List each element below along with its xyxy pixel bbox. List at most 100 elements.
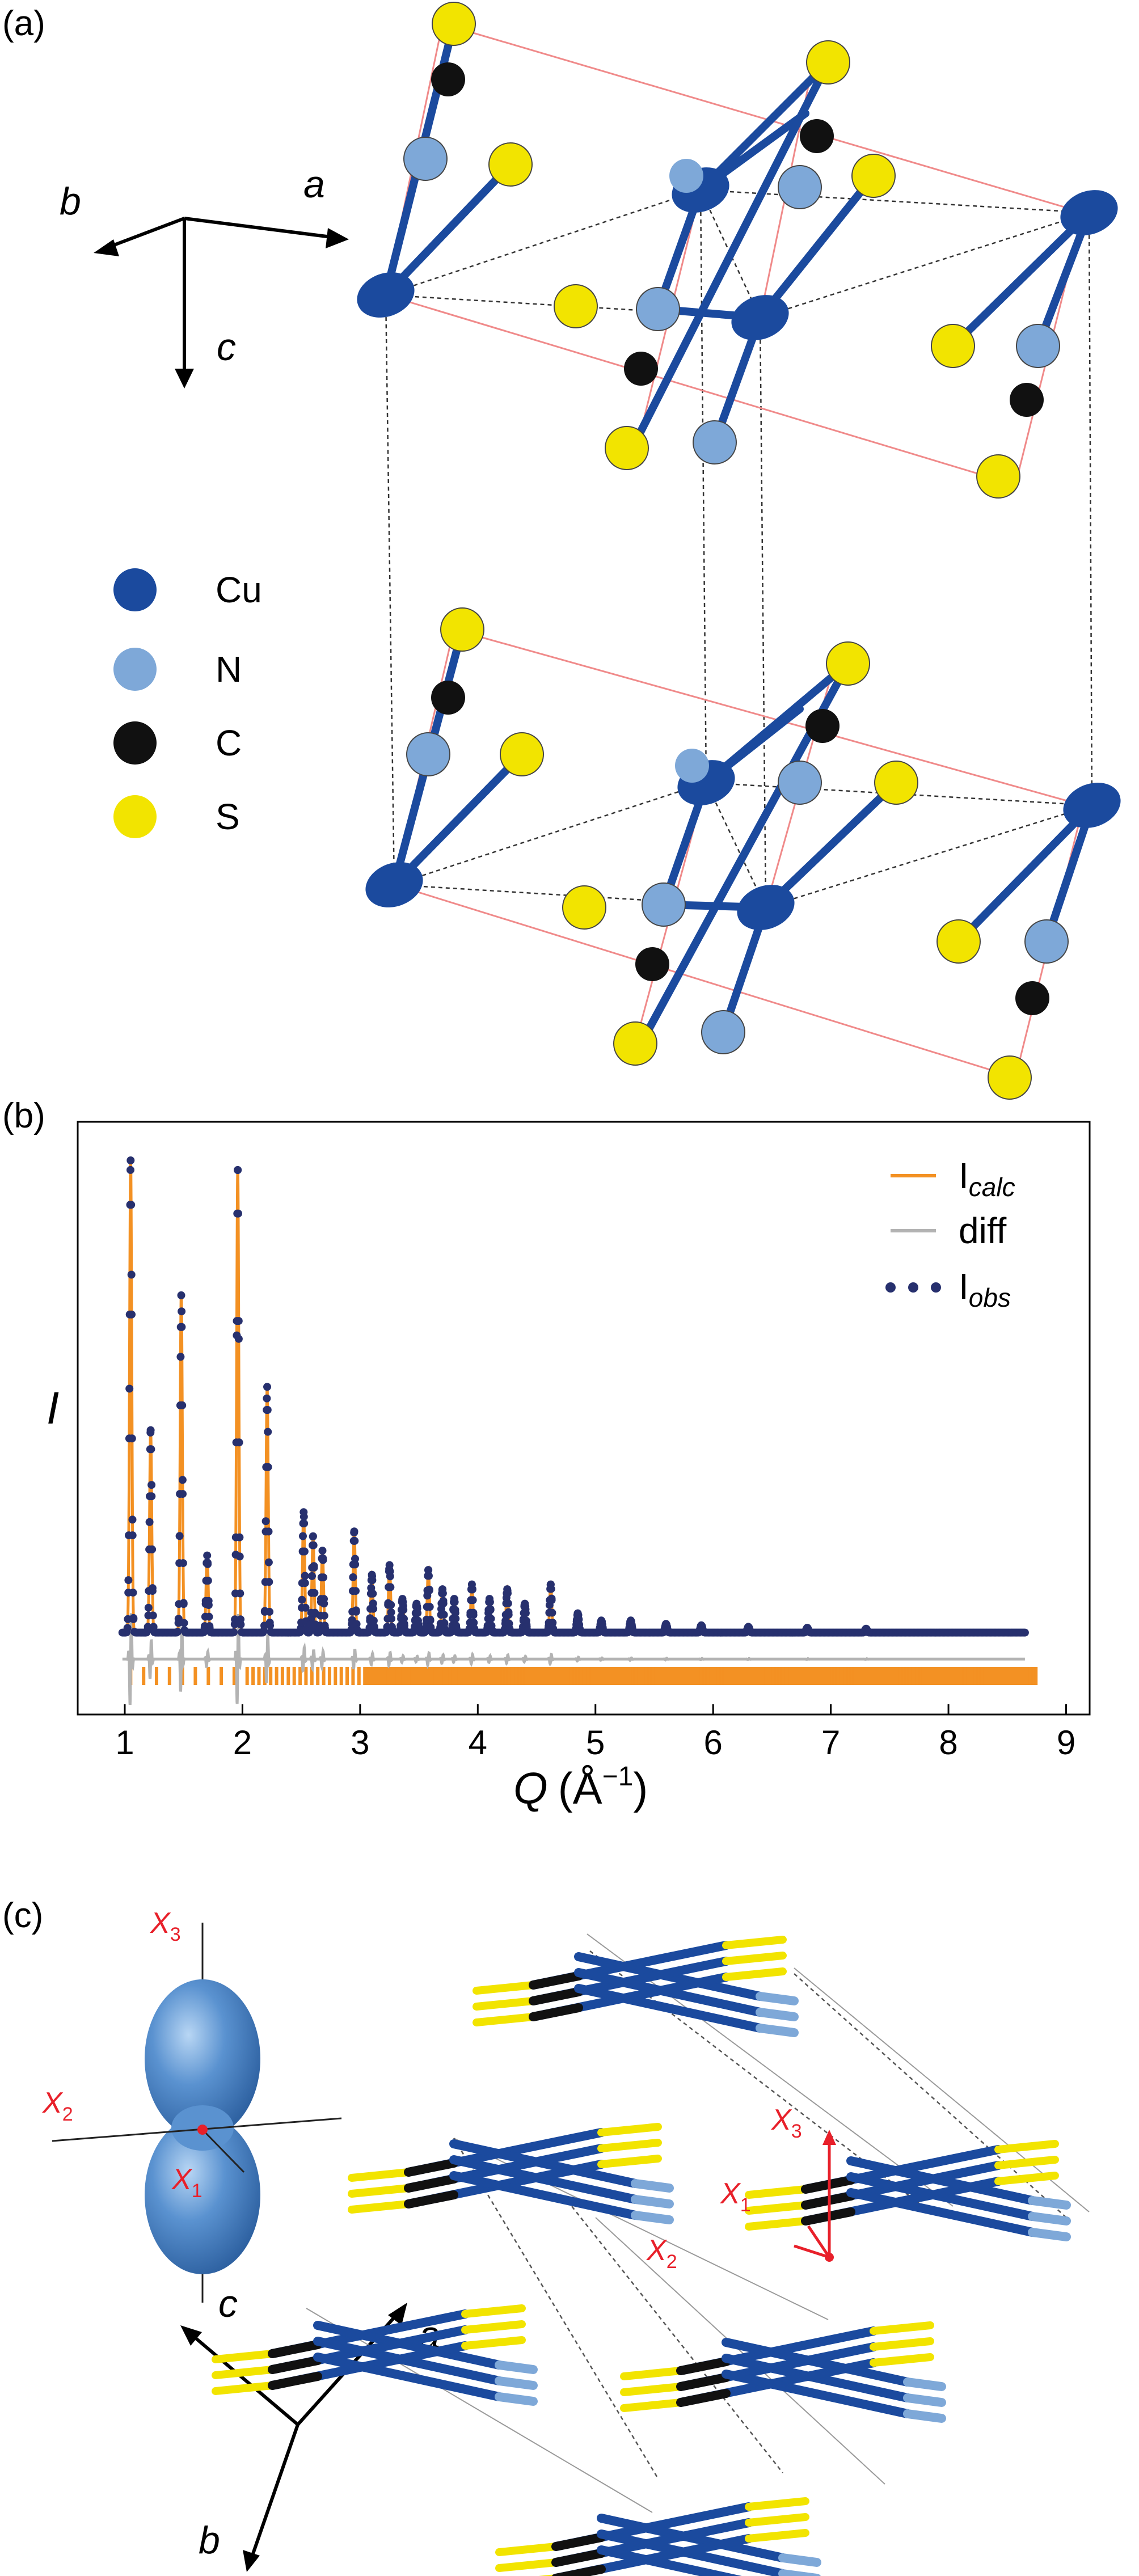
x-tick-label: 5 — [586, 1724, 605, 1762]
obs-point — [368, 1576, 377, 1585]
obs-point — [806, 1628, 815, 1637]
obs-point — [128, 1515, 137, 1524]
obs-point — [352, 1620, 361, 1628]
obs-point — [318, 1547, 327, 1555]
obs-point — [237, 1615, 245, 1624]
legend-s-label: S — [216, 796, 240, 837]
chain-rod — [903, 2377, 946, 2391]
obs-point — [124, 1576, 133, 1585]
obs-point — [236, 1589, 244, 1598]
chain-rod — [473, 1981, 537, 1995]
obs-point — [864, 1628, 873, 1637]
obs-point — [425, 1586, 433, 1595]
obs-point — [369, 1616, 378, 1625]
obs-point — [369, 1604, 378, 1613]
obs-point — [319, 1554, 327, 1563]
reflection-tick — [345, 1667, 349, 1685]
y-axis-label: I — [47, 1383, 59, 1433]
obs-point — [174, 1628, 182, 1636]
chain-rod — [778, 2553, 821, 2567]
reflection-tick — [395, 1667, 399, 1685]
obs-point — [178, 1323, 186, 1331]
reflection-tick — [366, 1667, 370, 1685]
chain-rod — [676, 2357, 731, 2375]
chain-rod — [870, 2337, 934, 2351]
chain-rod — [620, 2398, 685, 2412]
reflection-tick — [292, 1667, 296, 1685]
obs-point — [179, 1490, 187, 1498]
obs-point — [178, 1307, 186, 1316]
reflection-tick — [419, 1667, 423, 1685]
obs-point — [353, 1625, 361, 1634]
reflection-tick — [363, 1667, 367, 1685]
reflection-tick — [442, 1667, 446, 1685]
obs-point — [180, 1619, 188, 1627]
chain-rod — [722, 1952, 787, 1965]
legend-diff-label: diff — [959, 1210, 1006, 1251]
obs-point — [128, 1531, 137, 1540]
chain-rod — [404, 2190, 458, 2208]
obs-point — [174, 1619, 183, 1627]
obs-point — [235, 1438, 243, 1447]
chain-rod — [756, 1992, 799, 2005]
obs-point — [451, 1606, 459, 1614]
obs-point — [387, 1615, 395, 1623]
obs-point — [320, 1611, 328, 1620]
obs-point — [469, 1608, 478, 1617]
obs-point — [486, 1606, 495, 1614]
obs-point — [506, 1627, 514, 1636]
obs-point — [504, 1611, 513, 1619]
chain-rod — [348, 2184, 412, 2198]
obs-point — [387, 1608, 395, 1616]
obs-point — [319, 1573, 328, 1582]
obs-point — [178, 1476, 187, 1484]
x-tick-label: 8 — [939, 1724, 957, 1762]
chain-rod — [903, 2393, 946, 2407]
obs-point — [321, 1626, 330, 1635]
obs-point — [301, 1572, 309, 1580]
reflection-tick — [193, 1667, 197, 1685]
chain-rod — [870, 2353, 934, 2367]
obs-point — [524, 1628, 532, 1636]
reflection-tick — [251, 1667, 255, 1685]
obs-point — [549, 1619, 557, 1627]
chain-rod — [529, 2003, 583, 2021]
chain-rod — [495, 2376, 538, 2390]
reflection-tick — [440, 1667, 443, 1685]
diffraction-chart: 1 2 3 4 5 6 7 8 9 Icalc diff Iobs I Q (Å−1) — [47, 1121, 1091, 1813]
chain-rod — [212, 2381, 276, 2395]
chain-rod — [551, 2549, 606, 2567]
reflection-tick — [421, 1667, 425, 1685]
chain-rod — [597, 2139, 662, 2152]
x2-label-left: X2 — [42, 2087, 73, 2125]
obs-point — [388, 1627, 396, 1635]
reflection-tick — [275, 1667, 279, 1685]
obs-point — [399, 1606, 408, 1614]
chain-rod — [597, 2155, 662, 2168]
obs-point — [264, 1527, 273, 1536]
x-tick-label: 6 — [703, 1724, 722, 1762]
chain-rod — [268, 2356, 322, 2374]
reflection-tick — [475, 1667, 479, 1685]
reflection-tick — [451, 1667, 455, 1685]
chain-rod — [870, 2321, 934, 2335]
obs-point — [147, 1492, 156, 1501]
calc-curve — [122, 1161, 1025, 1635]
obs-point — [235, 1533, 244, 1542]
legend-calc-label: Icalc — [959, 1155, 1015, 1202]
obs-point — [470, 1627, 479, 1636]
obs-point — [548, 1608, 556, 1617]
chain-rod — [495, 2392, 538, 2406]
chain-rod — [846, 2188, 1037, 2237]
obs-point — [386, 1583, 395, 1591]
obs-point — [425, 1603, 434, 1611]
obs-point — [486, 1598, 494, 1606]
chain-rod — [404, 2159, 458, 2177]
obs-point — [665, 1628, 673, 1637]
chain-rod — [631, 2195, 674, 2208]
obs-point — [547, 1585, 555, 1593]
chain-rod — [745, 2201, 809, 2215]
chain-rod — [449, 2171, 640, 2220]
atoms-upper — [357, 2, 1118, 499]
